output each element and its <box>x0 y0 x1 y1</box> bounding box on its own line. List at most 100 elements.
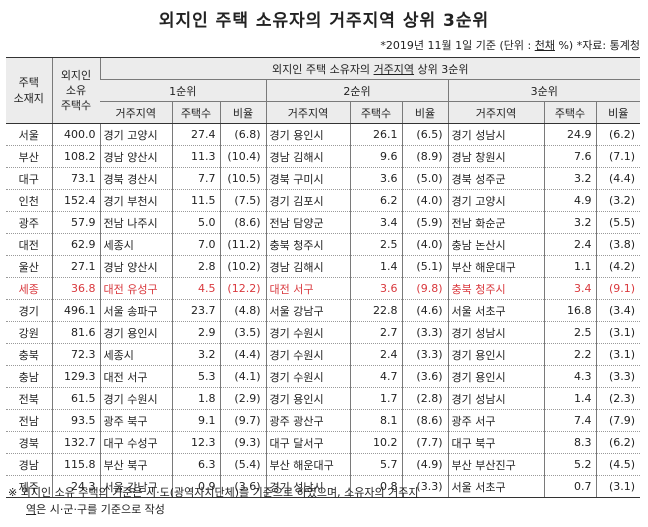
row-region: 인천 <box>6 189 52 212</box>
row-total: 93.5 <box>51 409 100 432</box>
row-region: 대전 <box>6 233 52 256</box>
header-total: 외지인 소유 주택수 <box>51 57 100 124</box>
row-rank2-place: 대구 달서구 <box>265 431 350 454</box>
row-rank1-ratio: (9.3) <box>219 431 266 454</box>
row-rank1-ratio: (7.5) <box>219 189 266 212</box>
row-rank2-count: 1.4 <box>349 255 402 278</box>
row-rank1-ratio: (8.6) <box>219 211 266 234</box>
table-row: 서울 400.0 경기 고양시 27.4 (6.8) 경기 용인시 26.1 (6.5) 경기 … <box>6 123 641 146</box>
row-rank1-place: 경남 양산시 <box>99 145 172 168</box>
row-rank3-ratio: (3.2) <box>595 189 641 212</box>
row-rank1-ratio: (10.5) <box>219 167 266 190</box>
page-title: 외지인 주택 소유자의 거주지역 상위 3순위 <box>158 11 490 31</box>
row-region: 세종 <box>6 277 52 300</box>
row-rank2-place: 경남 김해시 <box>265 255 350 278</box>
row-rank1-place: 경북 경산시 <box>99 167 172 190</box>
row-rank3-count: 2.5 <box>543 321 596 344</box>
row-rank1-count: 3.2 <box>171 343 220 366</box>
row-rank1-place: 서울 강남구 <box>99 475 172 498</box>
row-rank2-place: 경기 김포시 <box>265 189 350 212</box>
row-rank3-count: 1.4 <box>543 387 596 410</box>
row-rank3-place: 경기 고양시 <box>447 189 544 212</box>
row-region: 충북 <box>6 343 52 366</box>
table-row: 인천 152.4 경기 부천시 11.5 (7.5) 경기 김포시 6.2 (4.0) 경기 고… <box>6 189 641 212</box>
row-rank3-place: 경기 성남시 <box>447 387 544 410</box>
row-rank2-count: 5.7 <box>349 453 402 476</box>
row-region: 제주 <box>6 475 52 498</box>
row-rank2-count: 3.6 <box>349 167 402 190</box>
row-region: 광주 <box>6 211 52 234</box>
row-rank2-place: 경기 수원시 <box>265 321 350 344</box>
row-rank1-ratio: (4.8) <box>219 299 266 322</box>
table-header: 주택 소재지 외지인 소유 주택수 외지인 주택 소유자의 거주지역 상위 3순… <box>6 57 641 124</box>
row-rank3-place: 부산 해운대구 <box>447 255 544 278</box>
row-rank2-ratio: (5.1) <box>401 255 448 278</box>
table-row: 경남 115.8 부산 북구 6.3 (5.4) 부산 해운대구 5.7 (4.9) 부산 부산… <box>6 453 641 476</box>
row-rank1-count: 27.4 <box>171 123 220 146</box>
row-total: 132.7 <box>51 431 100 454</box>
row-region: 경기 <box>6 299 52 322</box>
row-rank2-place: 경기 수원시 <box>265 343 350 366</box>
subheader-place: 거주지역 <box>447 101 544 124</box>
subheader-place: 거주지역 <box>100 101 172 124</box>
row-rank3-ratio: (3.1) <box>595 343 641 366</box>
row-rank2-ratio: (3.3) <box>401 343 448 366</box>
table-row: 경기 496.1 서울 송파구 23.7 (4.8) 서울 강남구 22.8 (4.6) 서울 … <box>6 299 641 322</box>
row-total: 400.0 <box>51 123 100 146</box>
note-suffix: %) *자료: 통계청 <box>554 39 640 52</box>
row-rank1-ratio: (9.7) <box>219 409 266 432</box>
row-region: 울산 <box>6 255 52 278</box>
row-rank2-ratio: (8.6) <box>401 409 448 432</box>
subheader-ratio: 비율 <box>595 101 641 124</box>
row-region: 전남 <box>6 409 52 432</box>
row-rank3-count: 16.8 <box>543 299 596 322</box>
row-rank2-place: 광주 광산구 <box>265 409 350 432</box>
table-row: 충남 129.3 대전 서구 5.3 (4.1) 경기 수원시 4.7 (3.6) 경기 용인시… <box>6 365 641 388</box>
row-total: 108.2 <box>51 145 100 168</box>
row-rank3-ratio: (3.8) <box>595 233 641 256</box>
row-rank1-count: 0.9 <box>171 475 220 498</box>
row-rank1-count: 9.1 <box>171 409 220 432</box>
table-row: 충북 72.3 세종시 3.2 (4.4) 경기 수원시 2.4 (3.3) 경기 용인시 2.2… <box>6 343 641 366</box>
table-body: 서울 400.0 경기 고양시 27.4 (6.8) 경기 용인시 26.1 (6.5) 경기 … <box>6 123 641 498</box>
table-row: 대구 73.1 경북 경산시 7.7 (10.5) 경북 구미시 3.6 (5.0) 경북 성주… <box>6 167 641 190</box>
row-rank1-ratio: (3.6) <box>219 475 266 498</box>
row-total: 72.3 <box>51 343 100 366</box>
header-region: 주택 소재지 <box>6 57 52 124</box>
row-rank3-place: 대구 북구 <box>447 431 544 454</box>
row-rank3-ratio: (3.3) <box>595 365 641 388</box>
header-group-title: 외지인 주택 소유자의 거주지역 상위 3순위 <box>99 57 641 80</box>
row-rank1-place: 경기 부천시 <box>99 189 172 212</box>
row-rank2-count: 9.6 <box>349 145 402 168</box>
group-title-prefix: 외지인 주택 소유자의 <box>271 62 374 76</box>
row-rank1-ratio: (10.2) <box>219 255 266 278</box>
row-rank2-place: 경기 용인시 <box>265 123 350 146</box>
row-total: 62.9 <box>51 233 100 256</box>
subheader-ratio: 비율 <box>219 101 266 124</box>
row-rank1-ratio: (6.8) <box>219 123 266 146</box>
row-rank1-ratio: (11.2) <box>219 233 266 256</box>
subheader-count: 주택수 <box>171 101 220 124</box>
row-rank3-place: 경남 창원시 <box>447 145 544 168</box>
row-rank3-count: 3.4 <box>543 277 596 300</box>
row-rank3-ratio: (7.9) <box>595 409 641 432</box>
row-rank1-ratio: (5.4) <box>219 453 266 476</box>
row-rank2-ratio: (8.9) <box>401 145 448 168</box>
row-rank1-ratio: (4.1) <box>219 365 266 388</box>
row-rank2-ratio: (5.9) <box>401 211 448 234</box>
table-row: 전남 93.5 광주 북구 9.1 (9.7) 광주 광산구 8.1 (8.6) 광주 서구 7.… <box>6 409 641 432</box>
group-title-underlined: 거주지역 <box>373 62 415 76</box>
row-rank3-count: 8.3 <box>543 431 596 454</box>
row-rank2-ratio: (4.6) <box>401 299 448 322</box>
row-rank3-place: 충남 논산시 <box>447 233 544 256</box>
row-rank3-place: 서울 서초구 <box>447 475 544 498</box>
row-rank1-ratio: (4.4) <box>219 343 266 366</box>
row-total: 24.3 <box>51 475 100 498</box>
row-rank2-count: 2.7 <box>349 321 402 344</box>
row-rank2-place: 대전 서구 <box>265 277 350 300</box>
ownership-table: 주택 소재지 외지인 소유 주택수 외지인 주택 소유자의 거주지역 상위 3순… <box>6 57 641 498</box>
row-rank1-place: 경남 양산시 <box>99 255 172 278</box>
row-region: 부산 <box>6 145 52 168</box>
row-total: 57.9 <box>51 211 100 234</box>
row-rank1-count: 11.3 <box>171 145 220 168</box>
